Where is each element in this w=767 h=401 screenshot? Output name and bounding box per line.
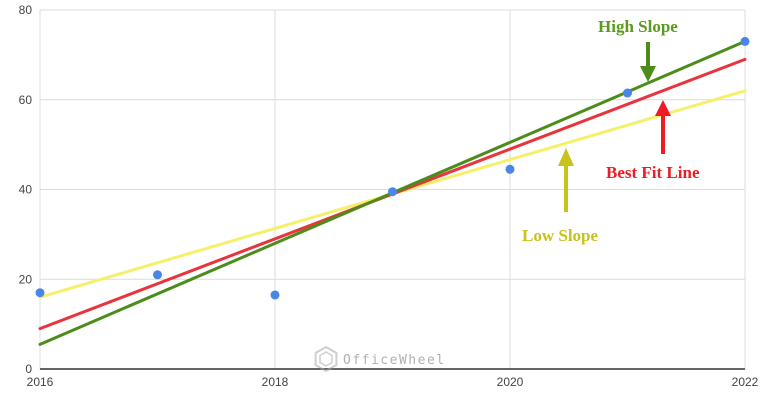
x-tick-label: 2016 (27, 375, 54, 389)
data-point (740, 36, 750, 46)
data-point (270, 290, 280, 300)
data-point (35, 288, 45, 298)
low-slope-arrow-head (558, 148, 574, 166)
data-point (623, 88, 632, 98)
best-fit-annotation: Best Fit Line (606, 100, 700, 182)
watermark: OfficeWheel (314, 345, 446, 373)
data-point (153, 270, 162, 280)
x-axis-ticks: 2016 2018 2020 2022 (27, 375, 759, 389)
y-tick-label: 40 (19, 183, 33, 197)
x-tick-label: 2020 (497, 375, 524, 389)
watermark-text: OfficeWheel (343, 353, 446, 368)
officewheel-logo-icon (314, 345, 338, 373)
y-tick-label: 0 (25, 362, 32, 376)
high-slope-annotation: High Slope (598, 17, 678, 82)
gridlines (39, 9, 746, 370)
low-slope-annotation: Low Slope (522, 148, 598, 245)
data-point (505, 164, 515, 174)
y-tick-label: 80 (19, 3, 33, 17)
y-tick-label: 60 (19, 93, 33, 107)
x-tick-label: 2018 (262, 375, 289, 389)
y-axis-ticks: 0 20 40 60 80 (19, 3, 33, 376)
data-points (35, 36, 750, 300)
x-tick-label: 2022 (732, 375, 759, 389)
y-tick-label: 20 (19, 272, 33, 286)
best-fit-label: Best Fit Line (606, 163, 700, 182)
high-slope-label: High Slope (598, 17, 678, 36)
low-slope-label: Low Slope (522, 226, 598, 245)
high-slope-arrow-head (640, 66, 656, 82)
data-point (388, 187, 397, 197)
best-fit-arrow-head (655, 100, 671, 116)
